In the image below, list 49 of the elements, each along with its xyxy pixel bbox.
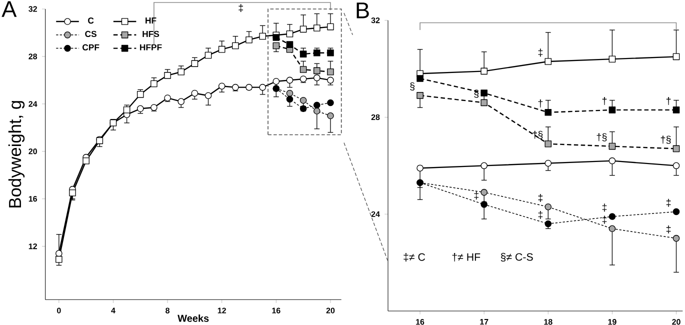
x-tick-label: 18 [544,319,552,325]
legend-label: HFPF [140,44,162,50]
annotation: ‡ [238,4,243,12]
annotation: ‡ [474,192,478,200]
y-tick-label: 16 [28,196,37,202]
x-tick-label: 8 [166,308,170,314]
annotation: ‡ [538,194,543,202]
y-tick-label: 32 [371,17,380,24]
legend-label: CPF [82,44,100,50]
chart-title: B [356,2,369,18]
x-tick-label: 20 [326,308,335,314]
y-tick-label: 12 [28,243,37,250]
x-tick-label: 12 [218,308,226,314]
y-tick-label: 32 [28,6,37,12]
annotation: §≠ C-S [500,252,533,262]
annotation: ‡ [666,225,671,234]
x-tick-label: 16 [416,319,424,325]
x-tick-label: 19 [608,319,616,325]
annotation: †≠ HF [452,252,480,262]
annotation: †§ [532,130,543,139]
annotation: § [410,82,415,90]
legend-label: HF [146,18,156,24]
annotation: ‡ [602,216,607,224]
y-tick-label: 28 [371,114,380,120]
annotation: † [538,100,543,108]
y-tick-label: 24 [371,211,380,217]
annotation: ‡ [538,48,543,57]
annotation: †§ [660,136,671,144]
legend-label: C [88,18,94,24]
annotation: ‡≠ C [404,252,426,262]
annotation: † [602,97,607,106]
annotation: †§ [596,133,607,142]
x-tick-label: 17 [480,319,488,325]
annotation: ‡ [538,210,543,219]
x-tick-label: 20 [672,319,680,325]
annotation: ‡ [666,198,671,207]
legend-label: CS [85,30,96,38]
x-axis-title: Weeks [178,314,209,322]
chart-title: A [2,1,17,17]
annotation: ‡ [602,204,607,212]
y-tick-label: 20 [28,148,37,154]
y-tick-label: 28 [28,54,38,60]
y-tick-label: 24 [28,101,38,107]
x-tick-label: 0 [57,308,61,314]
legend-label: HFS [142,30,160,38]
x-tick-label: 4 [111,308,116,314]
annotation: † [666,97,671,106]
x-tick-label: 16 [272,308,280,314]
y-axis-title: Bodyweight, g [8,101,25,208]
